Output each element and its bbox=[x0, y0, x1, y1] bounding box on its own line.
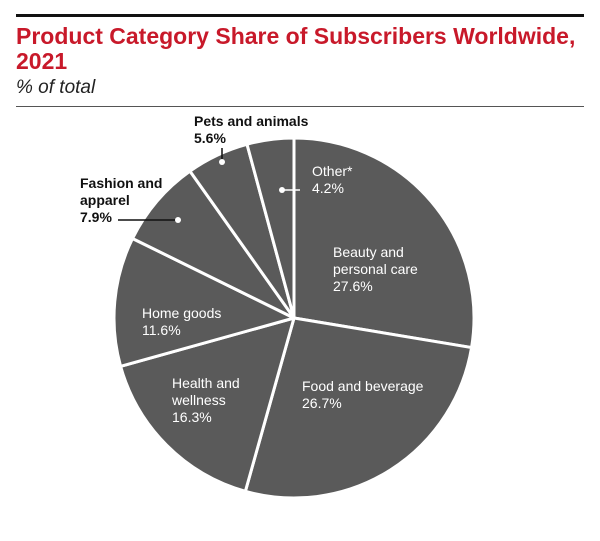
slice-label-beauty-and-personal-care: Beauty and bbox=[333, 244, 404, 260]
slice-label-health-and-wellness: wellness bbox=[171, 392, 226, 408]
slice-value-other: 4.2% bbox=[312, 180, 344, 196]
slice-value-pets-and-animals: 5.6% bbox=[194, 130, 226, 146]
slice-value-health-and-wellness: 16.3% bbox=[172, 409, 212, 425]
slice-label-health-and-wellness: Health and bbox=[172, 375, 240, 391]
leader-dot-pets-and-animals bbox=[219, 159, 225, 165]
pie-slice-home-goods bbox=[112, 236, 296, 368]
slice-value-food-and-beverage: 26.7% bbox=[302, 395, 342, 411]
slice-value-home-goods: 11.6% bbox=[142, 322, 181, 338]
chart-title: Product Category Share of Subscribers Wo… bbox=[16, 23, 576, 74]
slice-label-beauty-and-personal-care: personal care bbox=[333, 261, 418, 277]
slice-label-fashion-and-apparel: apparel bbox=[80, 192, 130, 208]
slice-value-fashion-and-apparel: 7.9% bbox=[80, 209, 112, 225]
slice-label-fashion-and-apparel: Fashion and bbox=[80, 175, 162, 191]
pie-slice-other bbox=[245, 136, 296, 320]
slice-label-food-and-beverage: Food and beverage bbox=[302, 378, 424, 394]
slice-value-beauty-and-personal-care: 27.6% bbox=[333, 278, 373, 294]
chart-subtitle: % of total bbox=[16, 77, 96, 98]
slice-label-other: Other* bbox=[312, 163, 353, 179]
pie-slice-health-and-wellness bbox=[119, 316, 296, 493]
subtitle-rule bbox=[16, 106, 584, 107]
slice-label-home-goods: Home goods bbox=[142, 305, 221, 321]
pie-slice-beauty-and-personal-care bbox=[292, 136, 476, 350]
top-rule bbox=[16, 14, 584, 17]
leader-dot-fashion-and-apparel bbox=[175, 217, 181, 223]
pie-slice-food-and-beverage bbox=[243, 316, 474, 500]
slice-label-pets-and-animals: Pets and animals bbox=[194, 113, 309, 129]
leader-dot-other bbox=[279, 187, 285, 193]
